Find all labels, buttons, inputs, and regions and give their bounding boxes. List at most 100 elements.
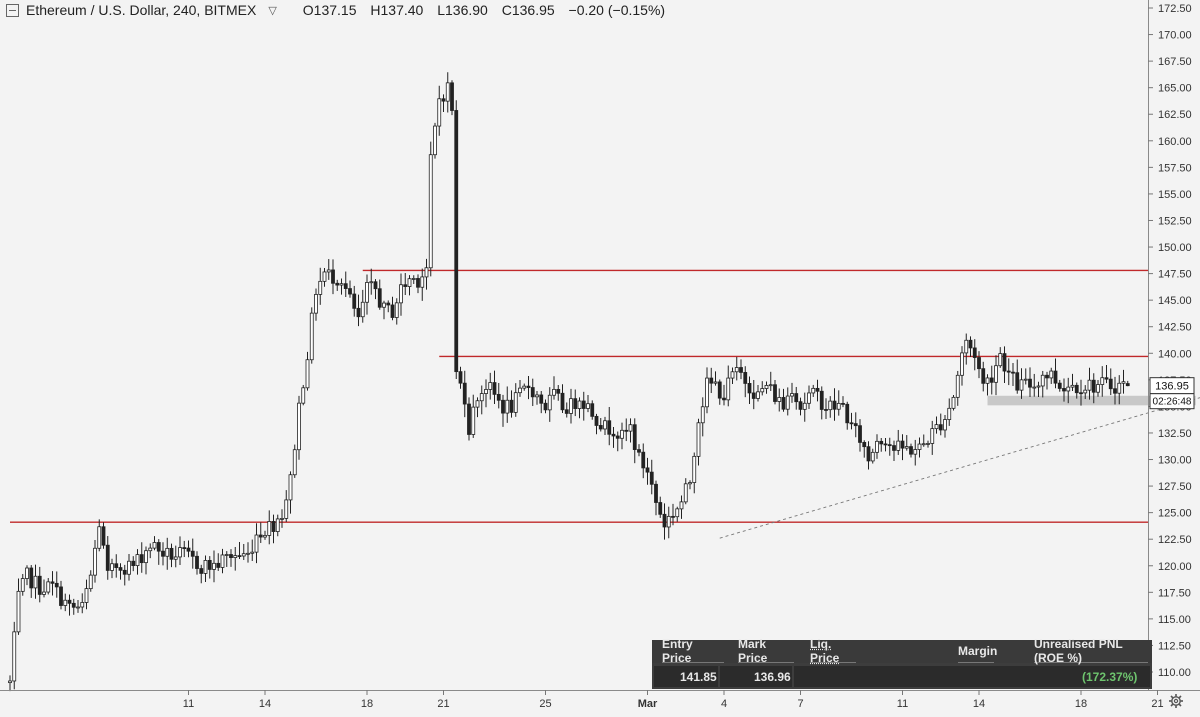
- candle-body: [391, 305, 394, 318]
- candle-body: [13, 632, 16, 681]
- candle-body: [689, 483, 692, 484]
- candle-body: [922, 444, 925, 445]
- candle-body: [21, 579, 24, 592]
- candle-body: [752, 393, 755, 399]
- candle-body: [323, 272, 326, 281]
- candle-body: [625, 430, 628, 431]
- candle-body: [812, 388, 815, 393]
- candle-body: [514, 393, 517, 413]
- candle: [434, 123, 437, 159]
- candle-body: [978, 358, 981, 369]
- candle-body: [570, 399, 573, 414]
- candle-body: [591, 404, 594, 417]
- candle-body: [68, 600, 71, 603]
- candle-body: [81, 602, 84, 607]
- pnl-value: (172.37%): [1082, 664, 1137, 689]
- candle-body: [740, 368, 743, 373]
- candle-body: [863, 442, 866, 446]
- candle-body: [837, 403, 840, 409]
- candle-body: [102, 527, 105, 545]
- liq-price-header[interactable]: Liq. Price: [810, 640, 856, 663]
- candle-body: [298, 403, 301, 450]
- candle-body: [213, 563, 216, 569]
- candle-body: [472, 407, 475, 434]
- candle-body: [264, 535, 267, 537]
- symbol-legend: Ethereum / U.S. Dollar, 240, BITMEX ▽ O1…: [6, 1, 675, 19]
- candle-body: [931, 429, 934, 444]
- candle-body: [599, 425, 602, 429]
- candle-body: [64, 600, 67, 605]
- candle-body: [744, 372, 747, 383]
- candle-body: [582, 401, 585, 408]
- y-axis-label: 122.50: [1158, 534, 1192, 546]
- candle-body: [123, 570, 126, 574]
- candle-body: [1097, 385, 1100, 393]
- candle-body: [429, 155, 432, 268]
- position-panel-header: Entry Price Mark Price Liq. Price Margin…: [652, 640, 1152, 663]
- candle-body: [463, 383, 466, 404]
- x-axis-label: 21: [1151, 698, 1163, 710]
- candle: [293, 445, 296, 478]
- candle-body: [276, 519, 279, 532]
- candle-body: [94, 548, 97, 575]
- candle-body: [255, 535, 258, 552]
- candle-body: [633, 425, 636, 450]
- y-axis-label: 172.50: [1158, 3, 1192, 15]
- candle-body: [672, 516, 675, 517]
- candle-body: [302, 388, 305, 403]
- y-axis-label: 130.00: [1158, 455, 1192, 467]
- candle-body: [667, 516, 670, 527]
- candle: [455, 100, 458, 379]
- candle-body: [38, 576, 41, 594]
- candle-body: [1109, 379, 1112, 389]
- y-axis-label: 120.00: [1158, 561, 1192, 573]
- candle-body: [285, 500, 288, 519]
- x-axis-label: 18: [361, 698, 373, 710]
- candle-body: [242, 554, 245, 556]
- candle-body: [344, 284, 347, 289]
- candle-body: [374, 282, 377, 289]
- candle-body: [782, 397, 785, 409]
- candle-body: [404, 285, 407, 287]
- candle-body: [166, 548, 169, 556]
- candle-body: [1046, 375, 1049, 378]
- candle-body: [1063, 388, 1066, 391]
- y-axis-label: 152.50: [1158, 215, 1192, 227]
- candle-body: [910, 447, 913, 455]
- candle-body: [179, 548, 182, 557]
- candle-body: [383, 303, 386, 307]
- collapse-legend-icon[interactable]: [6, 4, 19, 17]
- candle-body: [136, 555, 139, 566]
- candle-body: [867, 447, 870, 461]
- candle-body: [247, 553, 250, 554]
- candle-body: [387, 303, 390, 305]
- x-axis-label: 11: [183, 698, 194, 710]
- candle-body: [1024, 379, 1027, 380]
- candle-body: [1041, 375, 1044, 386]
- mark-price-value: 136.96: [754, 664, 791, 689]
- y-axis-label: 157.50: [1158, 162, 1192, 174]
- candle-body: [888, 445, 891, 446]
- x-axis-label: 4: [721, 698, 727, 710]
- candle-body: [72, 603, 75, 607]
- candle-body: [548, 395, 551, 410]
- candle-body: [225, 555, 228, 556]
- symbol-title[interactable]: Ethereum / U.S. Dollar, 240, BITMEX: [26, 2, 256, 18]
- candle-body: [553, 389, 556, 395]
- ohlc-values: O137.15 H137.40 L136.90 C136.95 −0.20 (−…: [303, 2, 675, 18]
- candle-body: [191, 551, 194, 556]
- y-axis-label: 142.50: [1158, 322, 1192, 334]
- candle-body: [829, 401, 832, 410]
- y-axis-label: 165.00: [1158, 83, 1192, 95]
- candle-body: [30, 568, 33, 588]
- candle-body: [778, 397, 781, 401]
- candle-body: [157, 542, 160, 551]
- y-axis-label: 115.00: [1158, 614, 1191, 626]
- candle-body: [221, 555, 224, 567]
- candle-body: [510, 400, 513, 412]
- chevron-down-icon[interactable]: ▽: [268, 4, 276, 17]
- y-axis-label: 160.00: [1158, 136, 1192, 148]
- candle-body: [999, 354, 1002, 366]
